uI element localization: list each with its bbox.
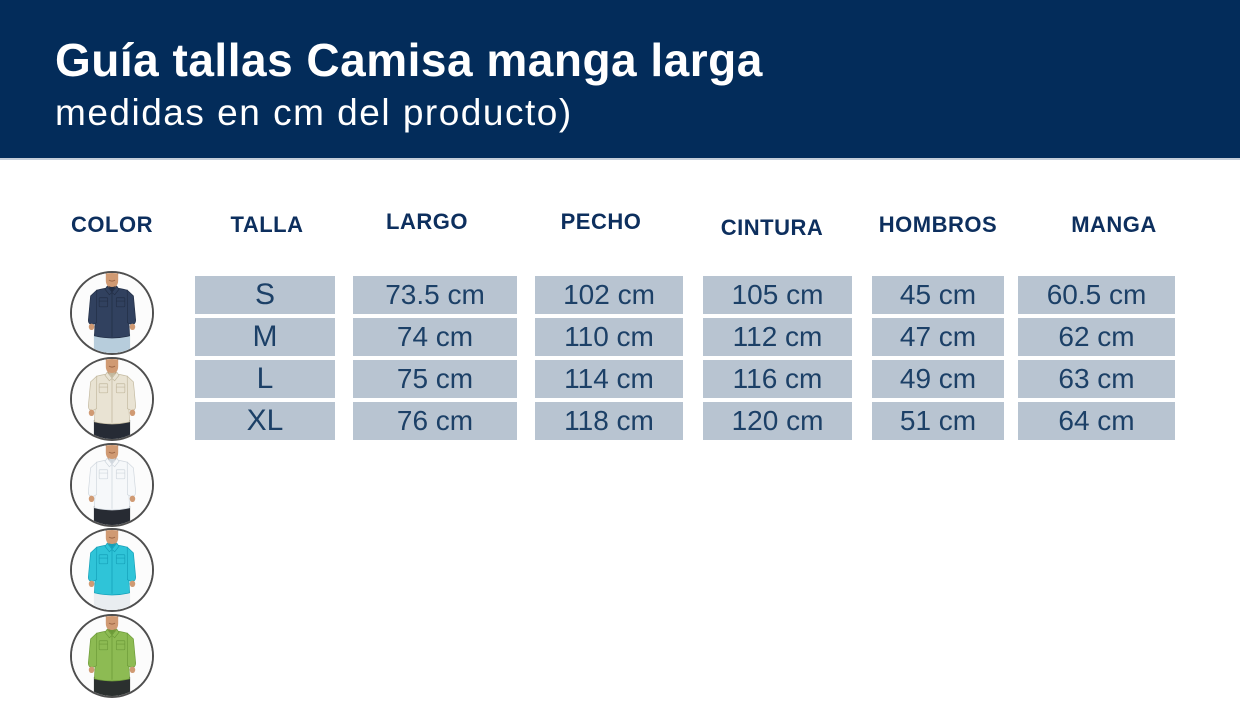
right-pocket <box>115 297 126 308</box>
cell-talla-s: S <box>195 276 335 314</box>
right-pocket <box>115 640 126 651</box>
left-pocket <box>98 469 109 480</box>
left-pocket <box>98 383 109 394</box>
collar-shadow <box>108 371 116 378</box>
cell-hombros-l: 49 cm <box>872 360 1004 398</box>
right-pocket <box>115 469 126 480</box>
column-header-talla: TALLA <box>230 212 304 237</box>
collar-shadow <box>108 457 116 464</box>
collar-right <box>111 542 120 553</box>
left-hand <box>88 666 95 674</box>
left-hand <box>88 409 95 417</box>
shirt-photo-navy <box>70 271 154 355</box>
mouth <box>108 622 116 625</box>
shirt-illustration-navy <box>72 273 152 353</box>
left-hand <box>88 495 95 503</box>
left-pocket <box>98 297 109 308</box>
right-hand <box>129 323 136 331</box>
cell-hombros-m: 47 cm <box>872 318 1004 356</box>
collar-right <box>111 371 120 382</box>
cell-largo-xl: 76 cm <box>353 402 517 440</box>
collar-shadow <box>108 628 116 635</box>
right-pocket <box>115 383 126 394</box>
collar-left <box>104 371 113 382</box>
pants <box>93 419 131 439</box>
shirt-illustration-white <box>72 445 152 525</box>
shirt-illustration-beige <box>72 359 152 439</box>
page-subtitle: medidas en cm del producto) <box>55 92 573 133</box>
cell-cintura-m: 112 cm <box>703 318 852 356</box>
cell-cintura-l: 116 cm <box>703 360 852 398</box>
shirt-illustration-green <box>72 616 152 696</box>
cell-cintura-xl: 120 cm <box>703 402 852 440</box>
cell-largo-s: 73.5 cm <box>353 276 517 314</box>
collar-left <box>104 542 113 553</box>
mouth <box>108 451 116 454</box>
cell-talla-xl: XL <box>195 402 335 440</box>
cell-talla-m: M <box>195 318 335 356</box>
cell-largo-m: 74 cm <box>353 318 517 356</box>
column-header-manga: MANGA <box>1071 212 1157 237</box>
cell-manga-l: 63 cm <box>1018 360 1175 398</box>
right-pocket <box>115 554 126 565</box>
collar-right <box>111 628 120 639</box>
right-hand <box>129 666 136 674</box>
shirt-photo-turquoise <box>70 528 154 612</box>
collar-shadow <box>108 542 116 549</box>
left-pocket <box>98 640 109 651</box>
column-header-color: COLOR <box>71 212 153 237</box>
header-banner: Guía tallas Camisa manga larga medidas e… <box>0 0 1240 160</box>
column-header-pecho: PECHO <box>560 209 642 234</box>
cell-pecho-s: 102 cm <box>535 276 683 314</box>
shirt-photo-beige <box>70 357 154 441</box>
pants <box>93 676 131 696</box>
right-hand <box>129 580 136 588</box>
column-header-largo: LARGO <box>386 209 468 234</box>
face <box>105 616 119 631</box>
face <box>105 359 119 374</box>
cell-talla-l: L <box>195 360 335 398</box>
left-hand <box>88 323 95 331</box>
mouth <box>108 536 116 539</box>
mouth <box>108 365 116 368</box>
cell-manga-m: 62 cm <box>1018 318 1175 356</box>
column-header-hombros: HOMBROS <box>878 212 998 237</box>
collar-shadow <box>108 285 116 292</box>
cell-largo-l: 75 cm <box>353 360 517 398</box>
collar-right <box>111 285 120 296</box>
face <box>105 273 119 288</box>
pants <box>93 333 131 353</box>
right-hand <box>129 495 136 503</box>
collar-left <box>104 285 113 296</box>
mouth <box>108 279 116 282</box>
left-hand <box>88 580 95 588</box>
cell-hombros-xl: 51 cm <box>872 402 1004 440</box>
shirt-photo-white <box>70 443 154 527</box>
cell-pecho-l: 114 cm <box>535 360 683 398</box>
pants <box>93 590 131 610</box>
page-title: Guía tallas Camisa manga larga <box>55 34 763 86</box>
shirt-photo-green <box>70 614 154 698</box>
face <box>105 445 119 460</box>
left-pocket <box>98 554 109 565</box>
cell-manga-s: 60.5 cm <box>1018 276 1175 314</box>
cell-pecho-xl: 118 cm <box>535 402 683 440</box>
collar-left <box>104 457 113 468</box>
cell-cintura-s: 105 cm <box>703 276 852 314</box>
collar-left <box>104 628 113 639</box>
cell-hombros-s: 45 cm <box>872 276 1004 314</box>
cell-manga-xl: 64 cm <box>1018 402 1175 440</box>
right-hand <box>129 409 136 417</box>
pants <box>93 505 131 525</box>
face <box>105 530 119 545</box>
collar-right <box>111 457 120 468</box>
shirt-illustration-turquoise <box>72 530 152 610</box>
cell-pecho-m: 110 cm <box>535 318 683 356</box>
column-header-cintura: CINTURA <box>720 215 824 240</box>
